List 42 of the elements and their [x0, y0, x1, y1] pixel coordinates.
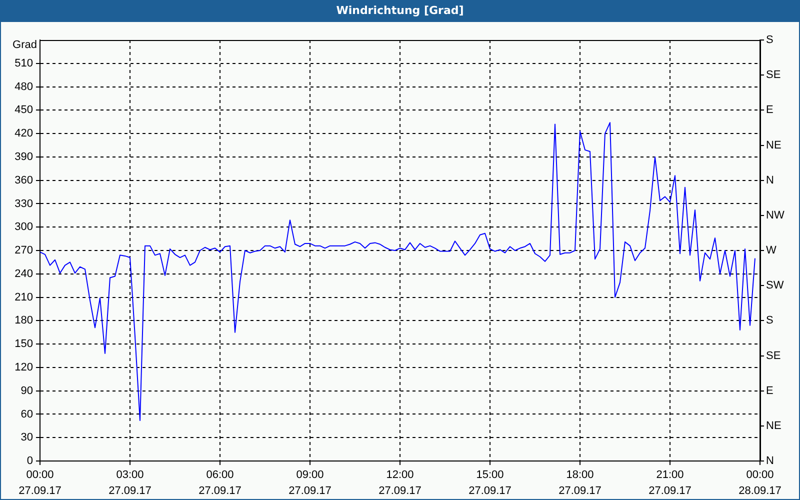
- category-label: NE: [766, 420, 782, 432]
- x-tick-label: 12:00 27.09.17: [378, 469, 422, 497]
- y-tick-label: 510: [14, 57, 33, 70]
- y-tick-label: 360: [14, 174, 33, 186]
- category-label: SW: [766, 280, 784, 292]
- y-tick-label: 30: [20, 432, 33, 444]
- y-tick-label: 300: [14, 221, 33, 234]
- y-tick-label: 480: [14, 80, 33, 93]
- category-label: NE: [766, 139, 782, 152]
- category-label: S: [766, 34, 774, 46]
- x-tick-label: 03:00 27.09.17: [108, 469, 152, 497]
- x-tick-label: 09:00 27.09.17: [288, 469, 332, 497]
- category-label: N: [766, 455, 774, 468]
- y-tick-label: 90: [20, 384, 33, 397]
- category-label: SE: [766, 350, 781, 362]
- category-label: S: [766, 314, 774, 327]
- y-axis-title: Grad: [12, 39, 37, 52]
- y-tick-label: 120: [14, 361, 33, 374]
- y-tick-label: 210: [14, 291, 33, 304]
- category-label: W: [766, 244, 776, 257]
- y-tick-label: 390: [14, 150, 33, 163]
- x-tick-label: 00:00 27.09.17: [18, 469, 62, 497]
- category-label: E: [766, 384, 774, 397]
- y-tick-label: 60: [20, 408, 33, 420]
- category-label: NW: [766, 209, 784, 222]
- y-tick-label: 420: [14, 128, 33, 140]
- x-tick-label: 21:00 27.09.17: [648, 469, 692, 497]
- y-tick-label: 450: [14, 104, 33, 116]
- x-tick-label: 06:00 27.09.17: [198, 469, 242, 497]
- category-label: SE: [766, 69, 781, 82]
- chart-title: Windrichtung [Grad]: [1, 1, 799, 22]
- y-tick-label: 270: [14, 244, 33, 257]
- y-tick-label: 180: [14, 314, 33, 327]
- y-tick-label: 240: [14, 268, 33, 280]
- x-tick-label: 00:00 28.09.17: [738, 469, 782, 497]
- category-label: N: [766, 174, 774, 186]
- x-tick-label: 18:00 27.09.17: [558, 469, 602, 497]
- y-tick-label: 330: [14, 198, 33, 210]
- y-tick-label: 0: [26, 455, 33, 468]
- y-tick-label: 150: [14, 338, 33, 350]
- category-label: E: [766, 104, 774, 116]
- x-tick-label: 15:00 27.09.17: [468, 469, 512, 497]
